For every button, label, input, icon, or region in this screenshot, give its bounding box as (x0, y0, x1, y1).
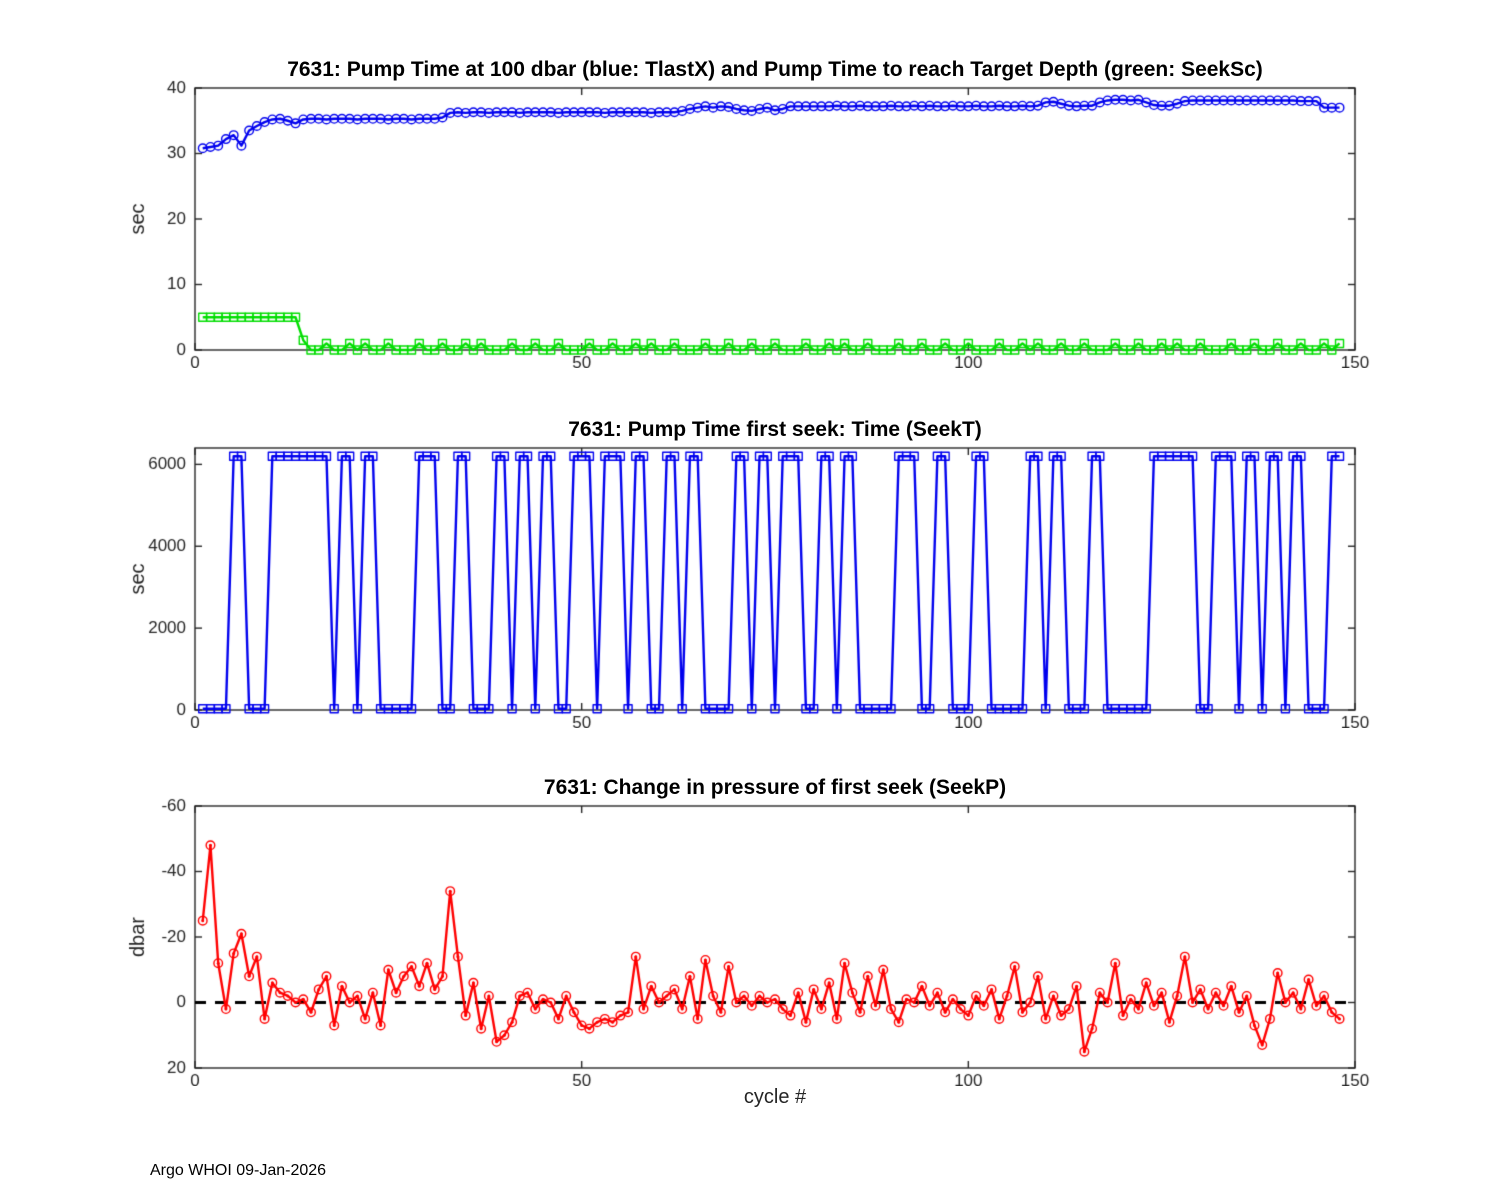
chart1-pump-time-canvas (100, 78, 1410, 368)
chart2-seek-time-canvas (100, 438, 1410, 728)
chart2-title: 7631: Pump Time first seek: Time (SeekT) (568, 418, 982, 441)
chart3-seek-pressure-canvas (100, 796, 1410, 1086)
chart1-title: 7631: Pump Time at 100 dbar (blue: Tlast… (287, 58, 1263, 81)
footer-stamp: Argo WHOI 09-Jan-2026 (150, 1162, 327, 1179)
chart3-title: 7631: Change in pressure of first seek (… (543, 776, 1007, 799)
x-axis-label: cycle # (743, 1086, 807, 1108)
